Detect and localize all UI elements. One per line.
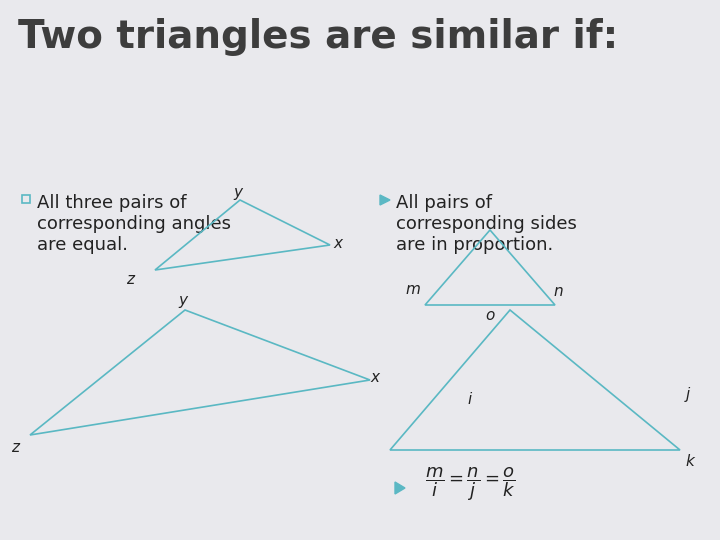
- Text: z: z: [126, 273, 134, 287]
- Text: All pairs of
corresponding sides
are in proportion.: All pairs of corresponding sides are in …: [396, 194, 577, 254]
- Text: $\dfrac{m}{i} = \dfrac{n}{j} = \dfrac{o}{k}$: $\dfrac{m}{i} = \dfrac{n}{j} = \dfrac{o}…: [425, 465, 516, 503]
- Text: n: n: [553, 285, 563, 300]
- Text: i: i: [468, 393, 472, 408]
- Text: Two triangles are similar if:: Two triangles are similar if:: [18, 18, 618, 56]
- Text: o: o: [485, 307, 495, 322]
- Polygon shape: [380, 195, 390, 205]
- Text: k: k: [685, 455, 694, 469]
- Text: x: x: [333, 235, 343, 251]
- Text: j: j: [686, 388, 690, 402]
- Text: All three pairs of
corresponding angles
are equal.: All three pairs of corresponding angles …: [37, 194, 231, 254]
- Text: m: m: [405, 282, 420, 298]
- Bar: [22, 195, 30, 203]
- Text: x: x: [371, 370, 379, 386]
- Text: y: y: [233, 185, 243, 199]
- Text: y: y: [179, 293, 187, 307]
- Polygon shape: [395, 482, 405, 494]
- Text: z: z: [11, 440, 19, 455]
